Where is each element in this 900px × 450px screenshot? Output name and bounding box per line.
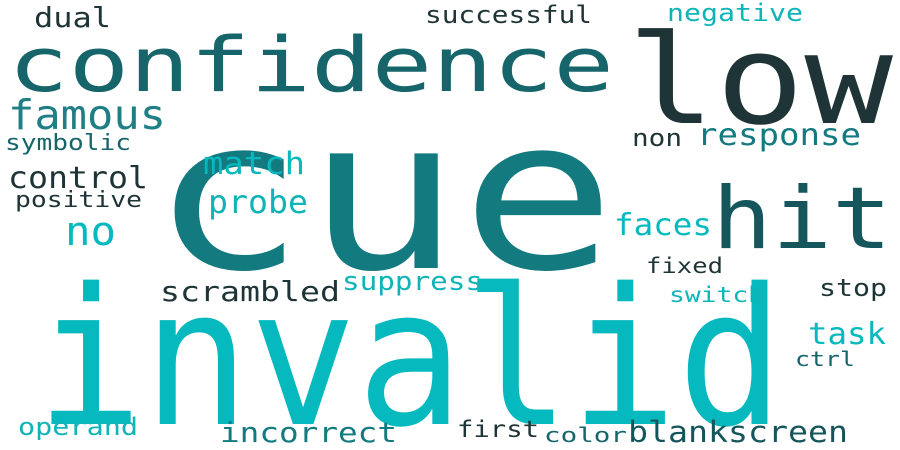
- word-match: match: [203, 146, 305, 182]
- word-hit: hit: [712, 169, 892, 269]
- word-suppress: suppress: [342, 267, 483, 297]
- word-non: non: [632, 124, 682, 152]
- word-color: color: [544, 423, 627, 447]
- word-switch: switch: [669, 283, 764, 307]
- word-blankscreen: blankscreen: [628, 415, 848, 449]
- word-invalid: invalid: [36, 248, 784, 450]
- word-response: response: [697, 118, 861, 153]
- word-positive: positive: [15, 188, 142, 213]
- word-low: low: [627, 9, 893, 153]
- word-negative: negative: [667, 0, 803, 27]
- word-dual: dual: [34, 1, 111, 34]
- word-task: task: [808, 317, 886, 352]
- word-probe: probe: [208, 183, 308, 221]
- word-incorrect: incorrect: [220, 416, 397, 449]
- word-successful: successful: [425, 1, 592, 29]
- word-scrambled: scrambled: [160, 275, 340, 308]
- word-symbolic: symbolic: [5, 131, 131, 156]
- word-ctrl: ctrl: [795, 347, 855, 371]
- word-confidence: confidence: [8, 20, 614, 109]
- word-famous: famous: [8, 91, 166, 139]
- word-cue: cue: [150, 73, 616, 318]
- word-control: control: [8, 161, 148, 196]
- word-faces: faces: [614, 208, 712, 243]
- word-operand: operand: [18, 413, 138, 441]
- word-no: no: [65, 209, 116, 255]
- word-fixed: fixed: [646, 254, 723, 278]
- word-first: first: [457, 417, 539, 443]
- word-stop: stop: [819, 274, 887, 302]
